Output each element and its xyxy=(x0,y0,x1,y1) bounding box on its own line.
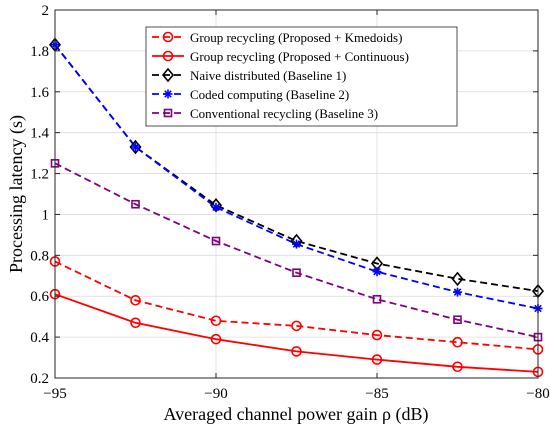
data-point-circle xyxy=(162,50,174,62)
x-tick-labels: −95 −90 −85 −80 xyxy=(43,386,549,402)
y-tick-label: 0.2 xyxy=(30,371,49,387)
legend-label-3: Naive distributed (Baseline 1) xyxy=(190,68,346,83)
asterisk-stroke xyxy=(131,143,140,151)
legend-label-4: Coded computing (Baseline 2) xyxy=(190,87,349,102)
data-point-circle xyxy=(130,317,141,329)
legend-label-1: Group recycling (Proposed + Kmedoids) xyxy=(190,30,402,45)
y-tick-label: 1.2 xyxy=(30,167,49,183)
x-tick-label: −95 xyxy=(43,386,66,402)
data-point-circle xyxy=(130,295,141,306)
y-tick-label: 1.6 xyxy=(30,85,49,101)
data-point-circle xyxy=(452,336,463,348)
x-tick-label: −85 xyxy=(365,386,388,402)
data-point-asterisk xyxy=(292,239,301,249)
asterisk-stroke xyxy=(373,267,381,276)
data-point-circle xyxy=(452,361,463,373)
data-point-asterisk xyxy=(163,89,173,99)
data-point-square xyxy=(131,199,140,209)
asterisk-stroke xyxy=(212,203,220,212)
data-point-square xyxy=(292,268,301,278)
y-axis-title: Processing latency (s) xyxy=(6,115,27,273)
data-point-square xyxy=(163,108,173,118)
data-point-asterisk xyxy=(372,267,382,277)
axis-ticks xyxy=(54,9,539,379)
data-point-circle xyxy=(371,329,383,341)
data-point-diamond xyxy=(129,139,142,155)
y-tick-label: 1.8 xyxy=(30,44,49,60)
x-tick-label: −90 xyxy=(204,386,227,402)
x-axis-title: Averaged channel power gain ρ (dB) xyxy=(163,404,428,425)
plot-frame xyxy=(54,9,539,379)
series-line-5 xyxy=(54,162,539,338)
y-tick-label: 1 xyxy=(42,207,50,223)
data-point-diamond xyxy=(161,67,175,83)
data-point-circle xyxy=(371,354,383,365)
data-point-asterisk xyxy=(131,142,140,152)
y-tick-label: 0.4 xyxy=(30,330,49,346)
data-point-circle xyxy=(291,320,302,332)
asterisk-stroke xyxy=(453,288,462,296)
y-tick-label: 0.6 xyxy=(30,289,49,305)
data-point-diamond xyxy=(451,271,464,287)
legend: Group recycling (Proposed + Kmedoids) Gro… xyxy=(145,26,458,127)
y-tick-label: 1.4 xyxy=(30,126,49,142)
data-point-square xyxy=(372,294,382,304)
data-point-asterisk xyxy=(211,202,221,212)
data-point-circle xyxy=(210,315,222,327)
data-point-circle xyxy=(291,346,302,357)
data-point-square xyxy=(453,315,462,325)
y-tick-label: 2 xyxy=(42,3,50,19)
series-line-2 xyxy=(54,293,539,373)
legend-label-2: Group recycling (Proposed + Continuous) xyxy=(190,49,409,64)
x-tick-label: −80 xyxy=(526,386,549,402)
y-tick-labels: 0.2 0.4 0.6 0.8 1 1.2 1.4 1.6 1.8 2 xyxy=(30,3,49,387)
legend-label-5: Conventional recycling (Baseline 3) xyxy=(190,106,378,121)
series-line-1 xyxy=(54,260,539,351)
asterisk-stroke xyxy=(164,90,172,98)
data-point-asterisk xyxy=(453,287,462,297)
legend-box xyxy=(145,26,458,127)
y-tick-label: 0.8 xyxy=(30,248,49,264)
data-point-square xyxy=(211,236,221,246)
asterisk-stroke xyxy=(292,240,301,248)
data-point-circle xyxy=(162,31,174,43)
data-point-circle xyxy=(210,333,222,345)
